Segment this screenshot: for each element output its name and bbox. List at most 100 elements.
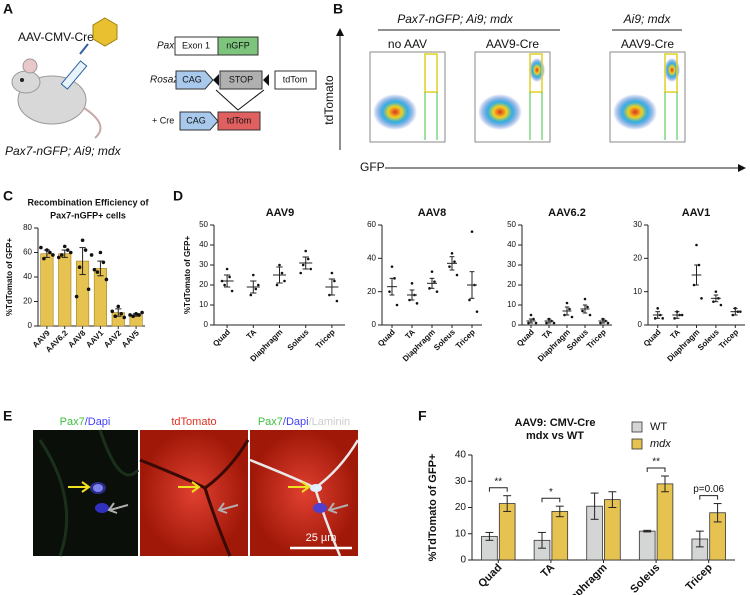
data-point (527, 321, 530, 325)
image-label: Pax7/Dapi/Laminin (258, 416, 350, 428)
y-tick-label: 0 (204, 320, 209, 329)
population (529, 58, 545, 82)
significance-bracket (699, 495, 719, 500)
channel-label: /Dapi (283, 416, 309, 428)
y-tick-label: 0 (512, 320, 517, 329)
bar (638, 530, 656, 561)
arrowhead (738, 164, 746, 172)
population (664, 58, 680, 82)
data-point (98, 250, 103, 255)
data-point (104, 277, 109, 282)
legend-label: mdx (650, 438, 671, 450)
chart-title: mdx vs WT (526, 430, 584, 442)
image-tdtomato (140, 430, 248, 556)
data-point (134, 311, 138, 316)
loxp (263, 74, 269, 86)
x-tick-label: Soleus (432, 327, 457, 352)
data-point (534, 321, 538, 325)
x-tick-label: Quad (476, 562, 504, 590)
data-point (110, 309, 115, 314)
chart-title: Recombination Efficiency of (27, 197, 149, 207)
error-bar (555, 505, 564, 518)
significance-label: ** (652, 457, 660, 468)
error-bar (429, 277, 435, 289)
micrographs: 25 µm Pax7/Dapi tdTomato Pax7/Dapi/Laminin (33, 416, 360, 557)
x-tick-label: AAV8 (66, 328, 87, 349)
data-point (695, 243, 698, 247)
data-point (680, 313, 684, 317)
data-point (140, 310, 144, 315)
schematic: AAV-CMV-Cre Pax7-nGFP; Ai9; mdx Pax7 Exo… (5, 17, 317, 158)
data-point (62, 244, 67, 249)
tdtom-label: tdTom (227, 115, 252, 125)
error-bar (485, 531, 494, 541)
y-tick-label: 20 (507, 280, 516, 289)
data-point (280, 271, 284, 275)
data-point (131, 314, 135, 319)
excision-lines (215, 89, 265, 111)
cag-label: CAG (182, 74, 202, 84)
cag-box (175, 70, 214, 90)
x-tick-label: Diaphragm (561, 562, 610, 595)
error-bar (600, 318, 606, 324)
y-tick-label: 30 (507, 260, 516, 269)
error-bar (674, 311, 680, 319)
data-point (128, 313, 132, 317)
x-tick-label: TA (539, 562, 557, 580)
x-tick-label: Tricep (683, 561, 715, 593)
panel-label: D (173, 188, 183, 204)
x-tick-label: TA (540, 327, 554, 341)
error-bar (694, 264, 699, 286)
loxp (213, 74, 219, 86)
data-point (588, 313, 592, 317)
x-tick-label: AAV1 (84, 328, 105, 349)
y-tick-label: 30 (455, 476, 467, 487)
legend-swatch (631, 438, 643, 450)
tdtom-box (217, 111, 261, 131)
data-point (599, 321, 602, 325)
error-bar (713, 294, 719, 303)
error-bar (503, 495, 512, 512)
population (373, 94, 417, 130)
significance-label: p=0.06 (693, 484, 724, 495)
data-point (552, 321, 556, 325)
x-tick-label: Quad (642, 327, 663, 348)
y-tick-label: 0 (460, 555, 466, 566)
data-point (606, 321, 610, 325)
data-point (532, 317, 535, 321)
cag-label: CAG (186, 115, 206, 125)
data-point (80, 238, 85, 243)
tdtom-label: tdTom (283, 74, 308, 84)
data-point (89, 253, 94, 257)
x-tick-label: TA (403, 327, 417, 341)
scale-label: 25 µm (306, 532, 337, 544)
error-bar (546, 318, 552, 324)
population (478, 94, 522, 130)
plot-label: AAV9-Cre (621, 37, 674, 51)
data-point (410, 282, 414, 285)
group-label: Pax7-nGFP; Ai9; mdx (397, 12, 514, 26)
data-point (278, 263, 281, 267)
channel-label: /Dapi (85, 416, 111, 428)
y-tick-label: 20 (455, 502, 467, 513)
flow-panel: Pax7-nGFP; Ai9; mdx Ai9; mdx tdTomato GF… (322, 12, 746, 174)
ngfp-box (217, 36, 259, 56)
y-axis-label: %TdTomato of GFP+ (427, 454, 439, 562)
y-tick-label: 40 (199, 240, 208, 249)
data-point (390, 265, 394, 268)
error-bar (449, 256, 455, 271)
data-point (656, 307, 659, 310)
error-bar (250, 280, 257, 294)
data-point (568, 307, 571, 311)
data-point (116, 304, 121, 309)
data-point (51, 253, 55, 257)
bar (93, 268, 107, 327)
y-tick-label: 0 (638, 320, 643, 329)
data-point (697, 263, 701, 267)
legend-swatch (631, 421, 643, 433)
data-point (45, 248, 49, 252)
error-bar (538, 531, 546, 549)
y-tick-label: 50 (199, 220, 208, 229)
y-tick-label: 20 (23, 297, 32, 306)
y-tick-label: 0 (28, 321, 33, 330)
